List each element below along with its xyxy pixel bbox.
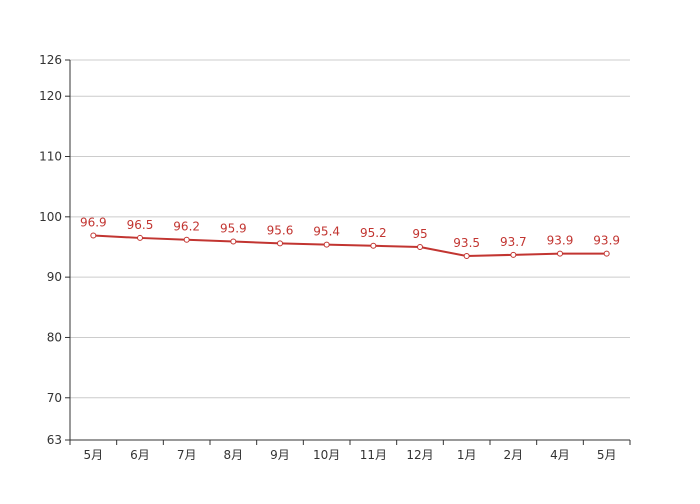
- data-point: [463, 253, 470, 260]
- data-label: 93.7: [500, 235, 527, 249]
- data-point: [90, 232, 97, 239]
- data-label: 95.9: [220, 222, 247, 236]
- data-label: 93.9: [593, 234, 620, 248]
- data-point: [137, 234, 143, 241]
- data-point: [510, 251, 517, 258]
- data-point: [277, 240, 283, 247]
- data-point: [603, 250, 610, 257]
- data-point: [370, 242, 377, 249]
- data-point: [557, 250, 563, 257]
- x-tick-labels: 5月 6月 7月 8月 9月 10月 11月 12月 1月 2月 4月 5月: [84, 448, 617, 462]
- x-tick-label: 8月: [224, 448, 244, 462]
- x-tick-label: 9月: [270, 448, 290, 462]
- data-point: [417, 243, 423, 250]
- y-tick-label: 120: [39, 89, 62, 103]
- x-tick-label: 11月: [360, 448, 387, 462]
- y-tick-label: 63: [47, 433, 62, 447]
- x-tick-label: 5月: [84, 448, 104, 462]
- y-tick-label: 110: [39, 150, 62, 164]
- axes: [65, 59, 631, 445]
- series-line: [93, 234, 607, 258]
- data-label: 95.2: [360, 226, 387, 240]
- data-label: 93.5: [453, 236, 480, 250]
- y-tick-label: 126: [39, 53, 62, 67]
- data-label: 93.9: [547, 234, 574, 248]
- x-tick-label: 4月: [550, 448, 570, 462]
- data-labels: 96.9 96.5 96.2 95.9 95.6 95.4 95.2 95 93.5 93.7 93…: [80, 216, 620, 251]
- data-label: 96.2: [173, 220, 200, 234]
- x-tick-label: 1月: [457, 448, 477, 462]
- y-tick-label: 70: [47, 391, 62, 405]
- x-tick-label: 12月: [406, 448, 433, 462]
- y-tick-labels: 63 70 80 90 100 110 120 126: [39, 53, 62, 447]
- data-label: 95.6: [267, 223, 294, 237]
- data-point: [230, 238, 237, 245]
- data-point: [323, 241, 330, 248]
- x-tick-label: 10月: [313, 448, 340, 462]
- data-label: 96.9: [80, 216, 107, 230]
- gridlines: [70, 59, 630, 399]
- x-tick-label: 5月: [597, 448, 617, 462]
- x-tick-label: 7月: [177, 448, 197, 462]
- data-label: 95: [412, 227, 427, 241]
- data-label: 95.4: [313, 225, 340, 239]
- y-tick-label: 100: [39, 210, 62, 224]
- y-tick-label: 90: [47, 270, 62, 284]
- x-tick-label: 2月: [504, 448, 524, 462]
- series-layer: [90, 232, 610, 260]
- y-tick-label: 80: [47, 330, 62, 344]
- x-tick-label: 6月: [130, 448, 150, 462]
- data-label: 96.5: [127, 218, 154, 232]
- data-point: [183, 236, 190, 243]
